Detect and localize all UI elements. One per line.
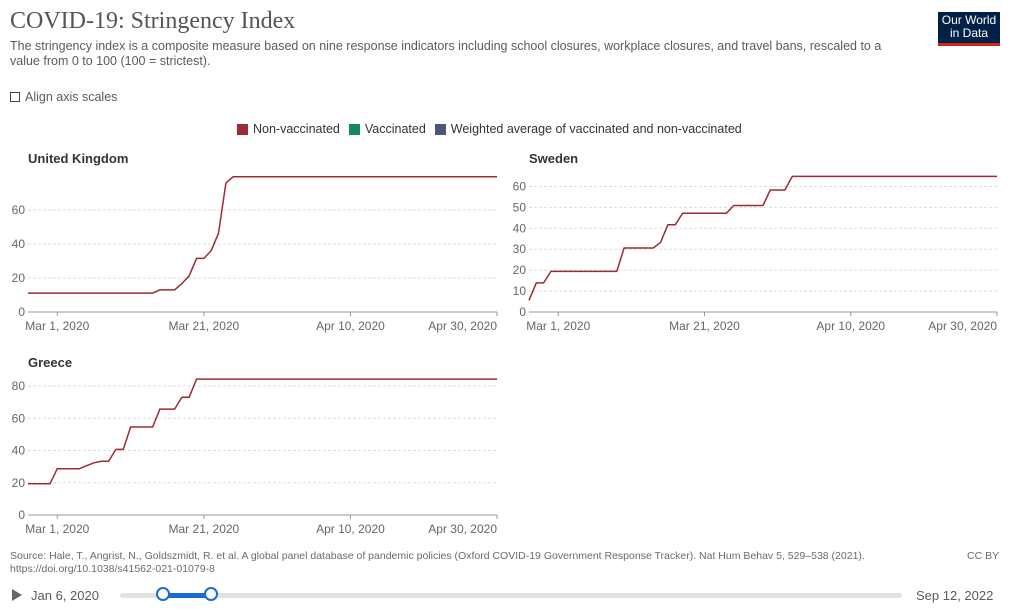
x-tick-label: Mar 1, 2020 <box>25 319 89 333</box>
legend-label: Vaccinated <box>364 122 426 136</box>
legend-item-non-vaccinated[interactable]: Non-vaccinated <box>237 122 340 136</box>
y-tick-label: 10 <box>513 284 527 298</box>
series-line-non-vaccinated <box>528 175 997 301</box>
panel-title: Greece <box>28 355 72 370</box>
chart-title: COVID-19: Stringency Index <box>10 8 296 34</box>
align-axis-toggle[interactable]: Align axis scales <box>10 90 117 104</box>
legend: Non-vaccinated Vaccinated Weighted avera… <box>237 122 751 136</box>
y-tick-label: 40 <box>12 444 26 458</box>
license-link[interactable]: CC BY <box>967 550 1000 562</box>
y-tick-label: 40 <box>513 221 527 235</box>
timeline: Jan 6, 2020 Sep 12, 2022 <box>0 584 1011 608</box>
y-tick-label: 20 <box>12 271 26 285</box>
x-tick-label: Mar 21, 2020 <box>169 522 240 536</box>
x-tick-label: Apr 10, 2020 <box>816 319 885 333</box>
panel-title: United Kingdom <box>28 151 128 166</box>
x-tick-label: Mar 1, 2020 <box>25 522 89 536</box>
x-tick-label: Mar 21, 2020 <box>169 319 240 333</box>
x-tick-label: Apr 30, 2020 <box>928 319 997 333</box>
x-tick-label: Apr 10, 2020 <box>316 522 385 536</box>
y-tick-label: 60 <box>12 203 26 217</box>
align-axis-checkbox[interactable] <box>10 92 20 102</box>
y-tick-label: 0 <box>519 305 526 319</box>
legend-item-weighted-average[interactable]: Weighted average of vaccinated and non-v… <box>434 122 742 136</box>
x-tick-label: Apr 10, 2020 <box>316 319 385 333</box>
logo-line-2: in Data <box>949 26 989 40</box>
y-tick-label: 80 <box>12 379 26 393</box>
legend-label: Weighted average of vaccinated and non-v… <box>450 122 742 136</box>
owid-logo[interactable]: Our World in Data <box>938 12 1000 46</box>
timeline-end-handle[interactable] <box>204 587 218 601</box>
y-tick-label: 20 <box>12 476 26 490</box>
y-tick-label: 30 <box>513 242 527 256</box>
source-note: Source: Hale, T., Angrist, N., Goldszmid… <box>10 550 865 575</box>
x-tick-label: Apr 30, 2020 <box>428 522 497 536</box>
y-tick-label: 0 <box>18 305 25 319</box>
timeline-start-handle[interactable] <box>156 587 170 601</box>
legend-swatch <box>434 123 446 135</box>
legend-swatch <box>348 123 360 135</box>
x-tick-label: Mar 21, 2020 <box>669 319 740 333</box>
y-tick-label: 40 <box>12 237 26 251</box>
timeline-end-label: Sep 12, 2022 <box>916 588 994 603</box>
series-line-non-vaccinated <box>28 175 497 294</box>
timeline-selected-range <box>163 593 211 598</box>
timeline-start-label: Jan 6, 2020 <box>31 588 99 603</box>
y-tick-label: 20 <box>513 263 527 277</box>
y-tick-label: 50 <box>513 200 527 214</box>
x-tick-label: Mar 1, 2020 <box>526 319 590 333</box>
legend-label: Non-vaccinated <box>253 122 340 136</box>
legend-item-vaccinated[interactable]: Vaccinated <box>348 122 426 136</box>
y-tick-label: 60 <box>12 411 26 425</box>
logo-line-1: Our World <box>941 13 997 27</box>
legend-swatch <box>237 123 248 135</box>
charts-area: United Kingdom 0 20 40 60 Mar 1, 2020 Mar 21, … <box>12 151 998 536</box>
play-icon[interactable] <box>12 589 22 601</box>
series-line-non-vaccinated <box>28 378 497 485</box>
y-tick-label: 0 <box>18 508 25 522</box>
align-axis-label: Align axis scales <box>25 90 118 104</box>
y-tick-label: 60 <box>513 179 527 193</box>
panel-title: Sweden <box>529 151 578 166</box>
chart-subtitle: The stringency index is a composite meas… <box>10 39 882 68</box>
x-tick-label: Apr 30, 2020 <box>428 319 497 333</box>
timeline-track[interactable] <box>120 593 902 598</box>
